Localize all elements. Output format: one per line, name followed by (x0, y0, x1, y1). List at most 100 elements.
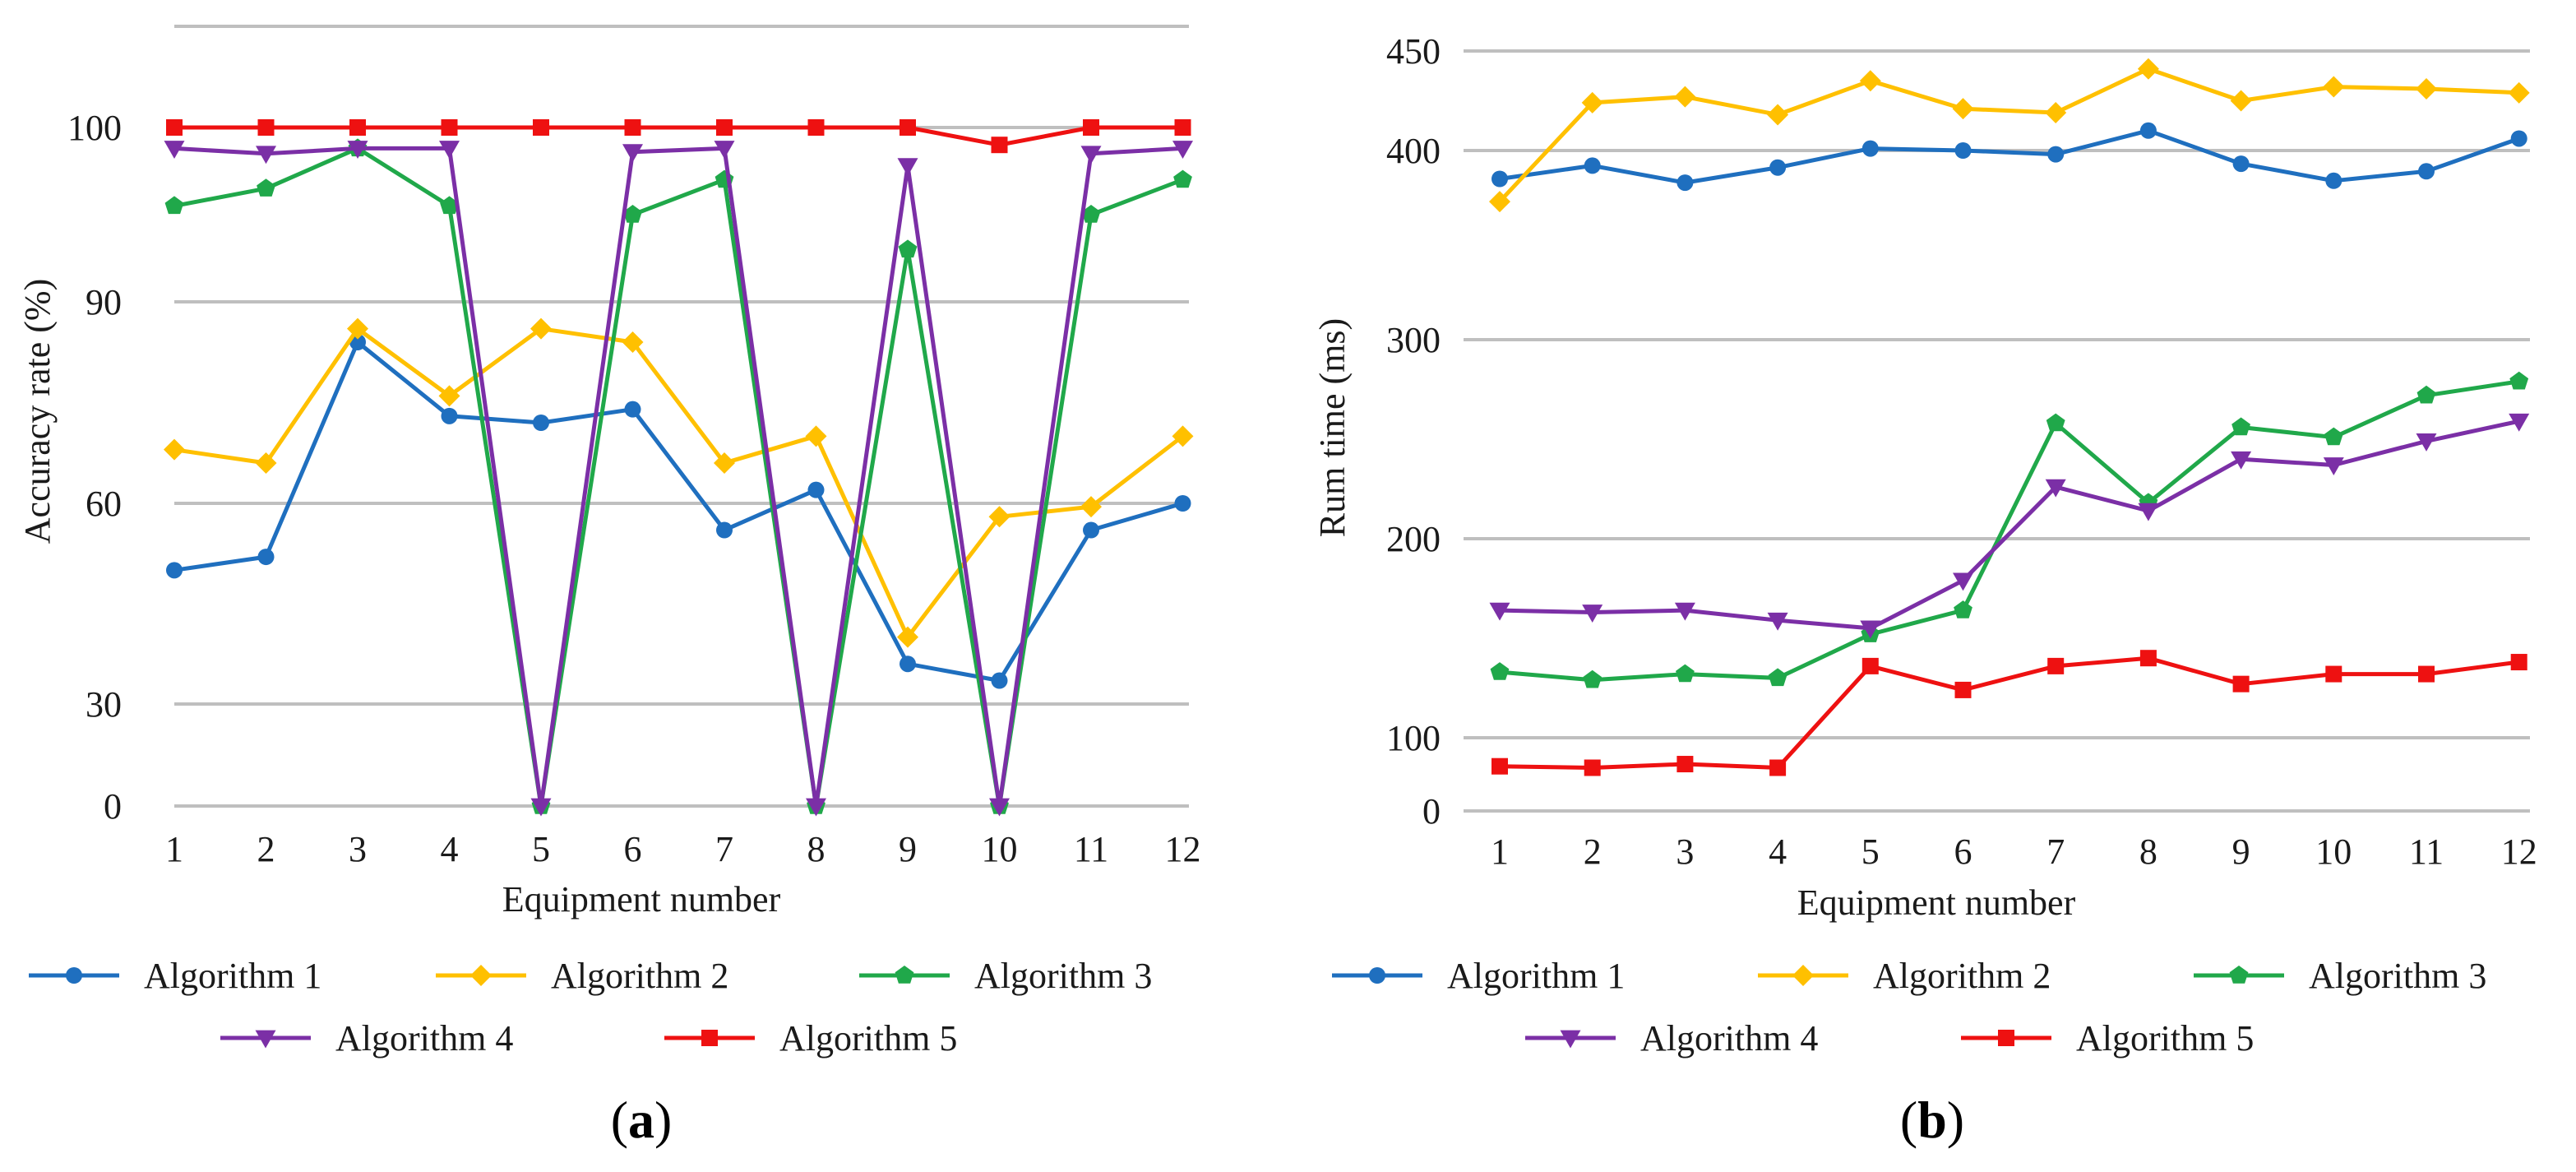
chart-b-x-tick-label: 4 (1769, 832, 1787, 872)
chart-a-series-1-point (900, 655, 916, 673)
chart-a-series-5-point (807, 119, 825, 136)
chart-a-series-1-point (716, 521, 733, 539)
chart-b-series-5-point (1769, 759, 1787, 776)
chart-b-series-1-point (1584, 157, 1601, 174)
chart-a-legend: Algorithm 1 Algorithm 2 Algorithm 3 Algorit… (29, 956, 1152, 1059)
chart-a-series-3-point (257, 178, 275, 197)
panel-a-label-close: ) (654, 1091, 672, 1149)
chart-b-series-1-point (1676, 174, 1694, 192)
chart-a-series-2-line (173, 327, 1185, 640)
chart-b-series-3-line (1499, 379, 2520, 683)
chart-b-series-5-point (1861, 657, 1879, 674)
chart-b-series-4-point (1582, 605, 1603, 623)
chart-a-y-tick-label: 90 (86, 282, 122, 322)
chart-b-legend-marker (1369, 967, 1385, 984)
chart-b-series-5-point (2418, 665, 2435, 683)
chart-b-series-2-point (2323, 76, 2345, 98)
chart-b-series-5-point (2232, 675, 2250, 693)
chart-b-series-4 (1489, 413, 2530, 639)
chart-a-series-4-point (164, 141, 185, 159)
chart-a-series-1-point (1174, 495, 1191, 512)
chart-a-gridlines (174, 126, 1189, 808)
chart-a-series-4-point (347, 141, 368, 159)
chart-b-series-3-point (1768, 668, 1787, 687)
chart-b-series-4-point (1767, 612, 1788, 631)
chart-a-series-1-point (991, 672, 1008, 689)
chart-b-series-3-point (2046, 413, 2065, 432)
chart-a-series-1-line (173, 340, 1184, 683)
chart-b-series-2-point (2137, 58, 2159, 80)
chart-b-series-3-point (2231, 417, 2250, 436)
chart-b-series-2-point (2416, 77, 2437, 100)
chart-a-series-2-point (347, 317, 368, 340)
panel-a-label-letter: a (628, 1091, 654, 1149)
chart-a-y-tick-label: 0 (104, 786, 122, 827)
chart-b-legend-item-2: Algorithm 2 (1758, 956, 2051, 996)
chart-b-series-2-point (2230, 90, 2252, 112)
chart-b-legend-item-4: Algorithm 4 (1525, 1018, 1818, 1059)
chart-a-series-5-point (257, 119, 275, 136)
chart-a-series-3-point (1081, 205, 1101, 223)
chart-a-series-5-point (624, 119, 641, 136)
chart-a-x-tick-labels: 1 2 3 4 5 6 7 8 9 10 11 12 (165, 829, 1201, 869)
chart-b-legend-label: Algorithm 4 (1640, 1018, 1818, 1059)
chart-a-series-2-point (714, 452, 735, 474)
chart-a-series-1-point (533, 415, 549, 431)
chart-b-legend-marker (1998, 1030, 2014, 1046)
chart-a-x-tick-label: 5 (532, 829, 550, 869)
chart-b-legend: Algorithm 1 Algorithm 2 Algorithm 3 Algorit… (1332, 956, 2486, 1059)
chart-a-series-4-point (1080, 146, 1102, 164)
chart-b-legend-item-1: Algorithm 1 (1332, 956, 1625, 996)
chart-b-series-1-point (2139, 122, 2157, 139)
chart-a-series-2-point (1172, 425, 1194, 447)
chart-a-series-3 (164, 138, 1192, 814)
chart-b-legend-marker (1792, 965, 1814, 986)
chart-b-series-2-line (1498, 67, 2519, 203)
chart-a-y-tick-labels: 0 30 60 90 100 (67, 108, 122, 827)
chart-a-legend-label: Algorithm 2 (551, 956, 728, 996)
chart-b-series-4-point (2323, 457, 2344, 475)
chart-a-series-4-point (1172, 141, 1193, 159)
chart-a-series-4-point (989, 798, 1010, 817)
chart-a-series-4-point (256, 146, 276, 164)
chart-b-series-4-point (1860, 620, 1881, 639)
chart-b-gridlines (1464, 49, 2530, 813)
chart-a-series-5-line (174, 125, 1183, 147)
chart-a-legend-marker (701, 1030, 718, 1046)
chart-a-x-tick-label: 1 (165, 829, 183, 869)
panel-b-label: (b) (1900, 1091, 1964, 1149)
chart-a-x-tick-label: 8 (807, 829, 826, 869)
chart-b-series-5-point (1491, 757, 1508, 775)
chart-b-series-2 (1489, 58, 2530, 213)
chart-a-y-tick-label: 60 (86, 484, 122, 524)
chart-b-legend-label: Algorithm 3 (2309, 956, 2486, 996)
chart-b-y-tick-label: 450 (1386, 31, 1441, 72)
chart-a-legend-item-3: Algorithm 3 (859, 956, 1152, 996)
chart-b-y-tick-label: 0 (1422, 791, 1441, 832)
chart-a-series-1 (166, 334, 1191, 689)
chart-a-series-3-point (623, 205, 642, 223)
chart-b-series-2-point (1674, 86, 1696, 108)
chart-b-legend-label: Algorithm 2 (1873, 956, 2051, 996)
chart-a-series-2 (164, 317, 1194, 648)
chart-b-x-tick-label: 1 (1491, 832, 1509, 872)
chart-a-series-4-point (622, 144, 643, 163)
chart-b-y-tick-label: 400 (1386, 131, 1441, 171)
chart-b-series-5-point (1676, 756, 1694, 773)
chart-a-series-4-point (714, 141, 735, 159)
chart-a-x-tick-label: 7 (715, 829, 733, 869)
chart-b-x-tick-label: 10 (2315, 832, 2352, 872)
chart-b-series-1 (1491, 122, 2527, 192)
chart-b-y-tick-label: 200 (1386, 519, 1441, 559)
chart-a-series-2-point (164, 438, 185, 461)
chart-b-series-3-point (2416, 385, 2436, 404)
chart-a-x-tick-label: 10 (982, 829, 1018, 869)
chart-a-series-3-point (440, 196, 459, 215)
chart-a-series-2-point (530, 317, 552, 340)
chart-a-legend-marker (895, 966, 914, 984)
chart-a-y-tick-label: 30 (86, 684, 122, 725)
chart-b-series-4-point (2231, 451, 2252, 470)
chart-b-series-3-point (2324, 427, 2343, 446)
